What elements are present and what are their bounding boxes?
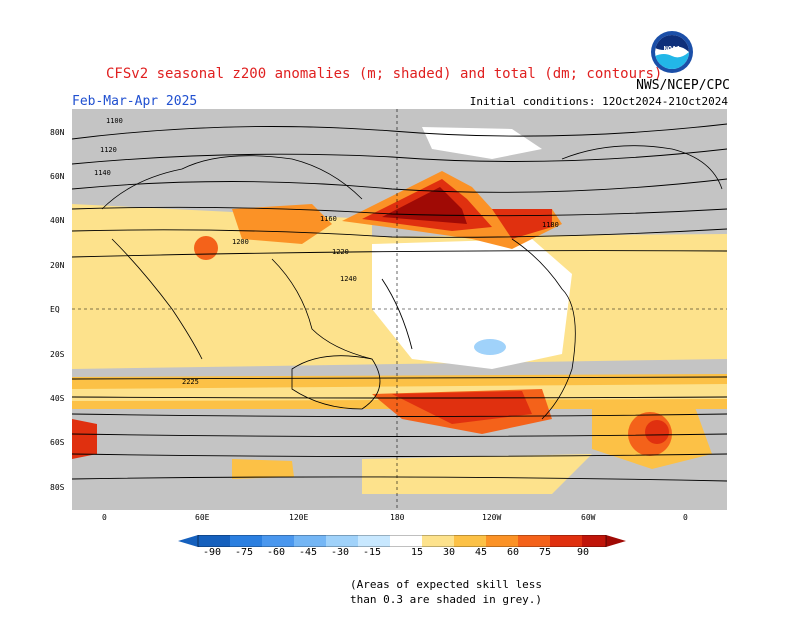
contour-label-1240: 1240 [340,275,357,283]
noaa-logo: NOAA [651,31,693,73]
lon-label: 60W [581,513,596,522]
lat-label: 60S [50,438,65,447]
colorbar-label: 15 [411,547,424,558]
contour-label-1180: 1180 [542,221,559,229]
colorbar [178,535,626,547]
contour-label-1220: 1220 [332,248,349,256]
map-title: CFSv2 seasonal z200 anomalies (m; shaded… [106,66,663,82]
contour-label-1100: 1100 [106,117,123,125]
contour-label-2225: 2225 [182,378,199,386]
lon-label: 0 [683,513,688,522]
lon-label: 120E [289,513,309,522]
colorbar-label: 90 [577,547,590,558]
footnote: (Areas of expected skill less than 0.3 a… [350,577,542,607]
lat-label: 40S [50,394,65,403]
colorbar-label: 60 [507,547,520,558]
lat-label: 80N [50,128,65,137]
lat-label: EQ [50,305,60,314]
colorbar-label: -45 [299,547,318,558]
lat-label: 80S [50,483,65,492]
colorbar-label: -15 [363,547,382,558]
height-contours [72,123,727,482]
neutral-central-pacific [372,239,572,369]
colorbar-label: 45 [475,547,488,558]
contour-label-1200: 1200 [232,238,249,246]
colorbar-label: 75 [539,547,552,558]
logo-text: NOAA [664,45,682,53]
colorbar-label: -30 [331,547,350,558]
contour-label-1160: 1160 [320,215,337,223]
lat-label: 40N [50,216,65,225]
colorbar-label: -90 [203,547,222,558]
forecast-period: Feb-Mar-Apr 2025 [72,94,198,109]
lon-label: 180 [390,513,405,522]
agency-label: NWS/NCEP/CPC [636,78,730,93]
lon-label: 0 [102,513,107,522]
footnote-line: than 0.3 are shaded in grey.) [350,593,543,606]
colorbar-label: -60 [267,547,286,558]
lat-label: 60N [50,172,65,181]
colorbar-label: 30 [443,547,456,558]
anomaly-map: 1100 1120 1140 1160 1180 1200 1220 1240 … [72,109,727,510]
contour-label-1140: 1140 [94,169,111,177]
contour-label-1120: 1120 [100,146,117,154]
colorbar-label: -75 [235,547,254,558]
lat-label: 20N [50,261,65,270]
footnote-line: (Areas of expected skill less [350,578,543,591]
initial-conditions: Initial conditions: 12Oct2024-21Oct2024 [469,95,728,108]
lon-label: 60E [195,513,210,522]
lon-label: 120W [482,513,502,522]
lat-label: 20S [50,350,65,359]
